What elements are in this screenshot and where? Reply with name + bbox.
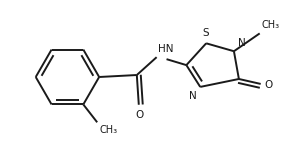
Text: O: O xyxy=(136,110,144,120)
Text: CH₃: CH₃ xyxy=(262,20,280,30)
Text: HN: HN xyxy=(158,44,173,54)
Text: N: N xyxy=(238,38,246,48)
Text: O: O xyxy=(265,80,273,90)
Text: S: S xyxy=(203,28,209,38)
Text: N: N xyxy=(188,91,196,101)
Text: CH₃: CH₃ xyxy=(99,125,117,135)
